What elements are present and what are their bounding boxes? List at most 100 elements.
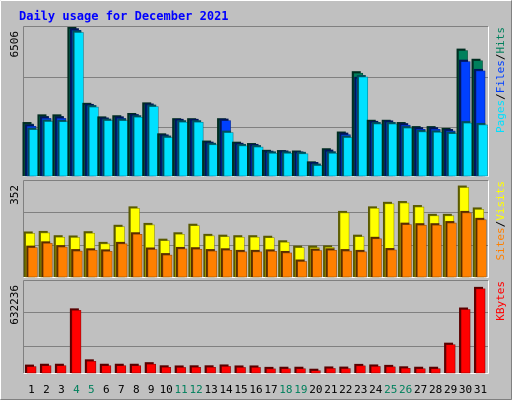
bar-pages-day-15 [237, 143, 249, 177]
bar-kbytes-day-30 [459, 307, 471, 374]
bar-kbytes-day-5 [84, 359, 97, 374]
x-tick-label-day-15: 15 [234, 383, 247, 396]
x-tick-label-day-25: 25 [384, 383, 397, 396]
bar-kbytes-day-6 [99, 363, 112, 374]
bar-pages-day-17 [266, 151, 279, 177]
bar-pages-day-5 [87, 105, 99, 177]
bar-kbytes-day-18 [279, 366, 291, 374]
bar-pages-day-14 [222, 130, 234, 177]
bar-sites-day-27 [415, 223, 427, 278]
x-tick-label-day-23: 23 [354, 383, 367, 396]
bar-kbytes-day-22 [339, 366, 351, 374]
bar-sites-day-24 [370, 236, 382, 278]
panel-bandwidth: 632236 KBytes [8, 280, 507, 374]
bar-pages-day-28 [431, 130, 443, 177]
panel-max-label: 352 [8, 185, 21, 205]
bar-pages-day-22 [341, 135, 354, 177]
bar-sites-day-18 [280, 250, 292, 278]
bar-sites-day-11 [175, 246, 188, 278]
bar-pages-day-4 [72, 30, 84, 177]
x-axis-tick-labels: 1 2 3 4 5 6 7 8 9 10 11 12 13 14 15 16 17 18 19 20 21 22 23 24 2… [28, 383, 487, 396]
bar-kbytes-day-12 [189, 365, 201, 374]
bar-kbytes-day-7 [114, 363, 127, 374]
bar-sites-day-23 [355, 249, 367, 278]
bar-sites-day-13 [205, 249, 218, 278]
bar-pages-day-29 [446, 131, 458, 177]
bar-pages-day-6 [102, 118, 114, 177]
bar-sites-day-28 [430, 223, 442, 278]
bar-sites-day-19 [295, 259, 307, 278]
bar-pages-day-12 [192, 120, 204, 177]
bar-pages-day-20 [311, 163, 324, 177]
x-tick-label-day-11: 11 [175, 383, 188, 396]
bar-pages-day-19 [296, 151, 309, 177]
bar-pages-day-16 [252, 145, 264, 177]
x-tick-label-day-30: 30 [459, 383, 472, 396]
bar-pages-day-7 [117, 118, 129, 177]
bar-kbytes-day-28 [429, 366, 441, 374]
panel-legend: Sites/Visits [494, 181, 507, 261]
bar-pages-day-1 [27, 127, 39, 177]
panel-max-label: 6506 [8, 31, 21, 58]
bar-sites-day-1 [26, 245, 38, 278]
x-tick-label-day-4: 4 [73, 383, 80, 396]
x-tick-label-day-26: 26 [399, 383, 412, 396]
bar-kbytes-day-8 [129, 363, 142, 374]
x-tick-label-day-10: 10 [160, 383, 173, 396]
bar-sites-day-29 [445, 221, 457, 278]
legend-item-files: Files [494, 60, 507, 93]
legend-item-pages: Pages [494, 100, 507, 133]
x-tick-label-day-17: 17 [264, 383, 277, 396]
bar-sites-day-26 [400, 222, 412, 278]
bar-pages-day-31 [476, 122, 488, 177]
bar-pages-day-23 [356, 75, 369, 177]
x-tick-label-day-24: 24 [369, 383, 383, 396]
bar-pages-day-30 [461, 121, 473, 177]
bar-sites-day-31 [475, 217, 487, 278]
bar-pages-day-27 [416, 129, 428, 177]
legend-separator: / [494, 221, 507, 228]
chart-panels: 6506 Pages/Files/Hits 352 Sites/Visits 63223… [8, 26, 507, 374]
bar-sites-day-3 [56, 245, 68, 278]
bar-sites-day-15 [235, 249, 248, 278]
x-tick-label-day-19: 19 [294, 383, 307, 396]
bar-sites-day-14 [220, 248, 233, 278]
legend-item-visits: Visits [494, 181, 507, 221]
bar-sites-day-16 [250, 249, 262, 278]
x-tick-label-day-1: 1 [28, 383, 35, 396]
x-tick-label-day-21: 21 [324, 383, 337, 396]
bar-pages-day-13 [207, 142, 219, 177]
x-tick-label-day-2: 2 [43, 383, 50, 396]
bar-kbytes-day-26 [399, 366, 411, 374]
x-tick-label-day-13: 13 [204, 383, 217, 396]
x-tick-label-day-6: 6 [103, 383, 110, 396]
bar-sites-day-6 [101, 249, 113, 278]
x-tick-label-day-8: 8 [133, 383, 140, 396]
x-tick-label-day-18: 18 [279, 383, 292, 396]
bar-kbytes-day-17 [264, 366, 276, 374]
bar-kbytes-day-13 [204, 365, 216, 374]
x-tick-label-day-14: 14 [219, 383, 233, 396]
bar-pages-day-8 [132, 115, 144, 177]
x-tick-label-day-22: 22 [339, 383, 352, 396]
bar-pages-day-9 [147, 104, 159, 177]
bar-kbytes-day-9 [144, 362, 156, 374]
bar-pages-day-21 [326, 151, 339, 177]
chart-title: Daily usage for December 2021 [19, 9, 229, 23]
bar-kbytes-day-23 [354, 363, 366, 374]
panel-legend: Pages/Files/Hits [494, 27, 507, 133]
bar-pages-day-3 [57, 119, 69, 177]
bar-sites-day-17 [265, 249, 277, 278]
x-tick-label-day-3: 3 [58, 383, 65, 396]
bar-kbytes-day-2 [39, 363, 52, 374]
bar-sites-day-4 [71, 249, 83, 278]
bar-kbytes-day-11 [174, 365, 186, 374]
bar-kbytes-day-27 [414, 366, 426, 374]
panel-plot-area [24, 281, 488, 373]
panel-visitors: 352 Sites/Visits [8, 180, 507, 278]
bar-sites-day-2 [41, 241, 53, 278]
x-tick-label-day-7: 7 [118, 383, 125, 396]
x-tick-label-day-28: 28 [429, 383, 442, 396]
